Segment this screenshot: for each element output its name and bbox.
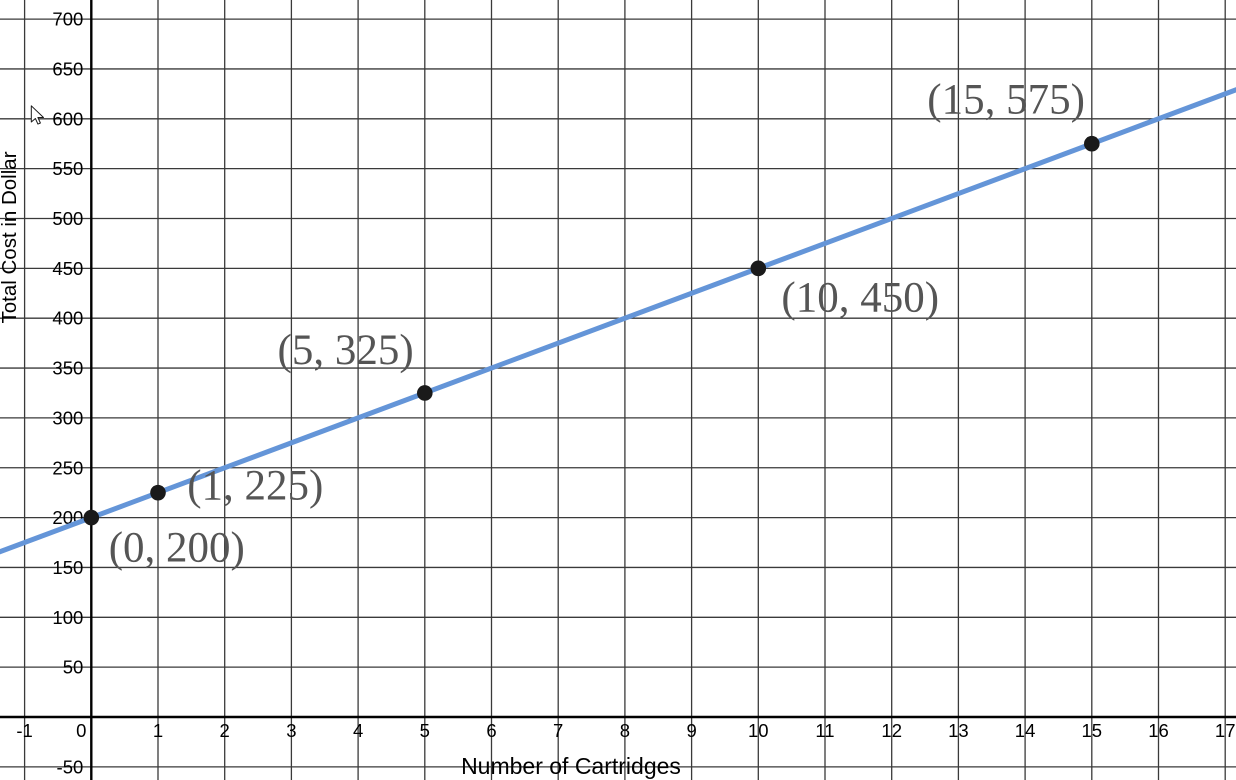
- svg-text:2: 2: [220, 720, 230, 741]
- svg-text:(0, 200): (0, 200): [109, 524, 245, 571]
- svg-text:350: 350: [52, 358, 83, 379]
- svg-text:4: 4: [353, 720, 363, 741]
- svg-text:550: 550: [52, 158, 83, 179]
- svg-text:17: 17: [1215, 720, 1236, 741]
- svg-text:Total Cost in Dollar: Total Cost in Dollar: [0, 151, 21, 323]
- svg-text:700: 700: [52, 9, 83, 30]
- svg-text:3: 3: [286, 720, 296, 741]
- svg-text:150: 150: [52, 557, 83, 578]
- svg-text:(10, 450): (10, 450): [781, 275, 939, 322]
- svg-text:(5, 325): (5, 325): [278, 327, 414, 374]
- svg-text:15: 15: [1082, 720, 1103, 741]
- svg-text:5: 5: [420, 720, 430, 741]
- svg-text:100: 100: [52, 607, 83, 628]
- svg-text:450: 450: [52, 258, 83, 279]
- svg-text:8: 8: [620, 720, 630, 741]
- svg-text:(1, 225): (1, 225): [187, 462, 323, 509]
- svg-text:10: 10: [748, 720, 769, 741]
- svg-text:-1: -1: [16, 720, 32, 741]
- svg-text:650: 650: [52, 58, 83, 79]
- svg-text:0: 0: [76, 720, 86, 741]
- svg-text:Number of Cartridges: Number of Cartridges: [461, 753, 681, 779]
- svg-text:250: 250: [52, 457, 83, 478]
- svg-text:6: 6: [486, 720, 496, 741]
- svg-text:-50: -50: [57, 756, 84, 777]
- svg-text:400: 400: [52, 308, 83, 329]
- svg-text:12: 12: [881, 720, 902, 741]
- svg-text:14: 14: [1015, 720, 1036, 741]
- svg-text:9: 9: [686, 720, 696, 741]
- svg-text:300: 300: [52, 407, 83, 428]
- svg-text:50: 50: [63, 657, 84, 678]
- svg-text:16: 16: [1148, 720, 1169, 741]
- svg-text:(15, 575): (15, 575): [927, 77, 1085, 124]
- svg-text:7: 7: [553, 720, 563, 741]
- svg-text:13: 13: [948, 720, 969, 741]
- svg-text:600: 600: [52, 108, 83, 129]
- svg-text:500: 500: [52, 208, 83, 229]
- svg-text:1: 1: [153, 720, 163, 741]
- svg-text:11: 11: [815, 720, 834, 741]
